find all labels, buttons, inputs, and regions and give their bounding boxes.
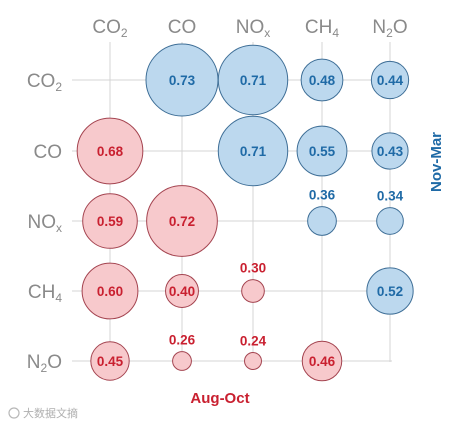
value-label-co-n2o: 0.43 [377,144,404,159]
value-label-nox-ch4: 0.36 [309,188,336,203]
bubble-co2-n2o [370,60,410,100]
bubble-nox-co2 [82,193,138,249]
upper-triangle-label: Nov-Mar [428,132,445,192]
value-label-n2o-nox: 0.24 [240,334,267,349]
bubbles: 0.73 0.71 0.48 0.44 0.71 0.55 0.43 0.36 0.34 0.52… [76,43,414,382]
row-label-co: CO [34,142,63,163]
bubble-ch4-n2o [366,267,414,315]
bubble-co-n2o [371,132,409,170]
column-label-co: CO [168,17,197,38]
bubble-n2o-ch4 [301,340,343,382]
watermark: 大数据文摘 [8,406,78,420]
value-label-ch4-co2: 0.60 [97,284,123,299]
bubble-n2o-co [172,351,192,371]
value-label-co2-co: 0.73 [169,73,196,88]
value-label-co2-ch4: 0.48 [309,73,336,88]
value-label-nox-n2o: 0.34 [377,189,404,204]
value-label-n2o-co2: 0.45 [97,354,124,369]
bubble-nox-ch4 [307,206,337,236]
value-label-nox-co: 0.72 [169,214,195,229]
bubble-co-ch4 [296,125,348,177]
value-label-n2o-ch4: 0.46 [309,354,336,369]
column-label-n2o: N2O [372,17,407,40]
value-label-ch4-co: 0.40 [169,284,195,299]
row-labels: CO2 CO NOx CH4 N2O [27,71,63,375]
watermark-logo-icon [8,407,20,419]
value-label-co-co2: 0.68 [97,144,124,159]
value-label-n2o-co: 0.26 [169,333,196,348]
column-label-ch4: CH4 [305,17,339,40]
lower-triangle-label: Aug-Oct [190,390,249,407]
watermark-text: 大数据文摘 [23,406,78,420]
bubble-ch4-co [165,274,199,308]
row-label-co2: CO2 [27,71,63,94]
bubble-ch4-nox [241,279,265,303]
value-label-nox-co2: 0.59 [97,214,123,229]
value-label-ch4-nox: 0.30 [240,261,266,276]
bubble-co2-nox [217,44,289,116]
value-label-co-ch4: 0.55 [309,144,336,159]
value-label-co2-n2o: 0.44 [377,73,404,88]
column-labels: CO2 CO NOx CH4 N2O [92,17,407,40]
bubble-co-co2 [76,117,144,185]
bubble-nox-co [146,185,218,257]
value-label-ch4-n2o: 0.52 [377,284,403,299]
bubble-nox-n2o [376,207,404,235]
value-label-co-nox: 0.71 [240,144,267,159]
column-label-nox: NOx [236,17,271,40]
value-label-co2-nox: 0.71 [240,73,267,88]
bubble-co2-ch4 [300,58,344,102]
row-label-nox: NOx [28,212,63,235]
bubble-co-nox [217,115,289,187]
bubble-n2o-nox [244,352,262,370]
bubble-ch4-co2 [81,262,139,320]
column-label-co2: CO2 [92,17,128,40]
bubble-n2o-co2 [90,341,130,381]
row-label-ch4: CH4 [28,282,62,305]
row-label-n2o: N2O [27,352,62,375]
